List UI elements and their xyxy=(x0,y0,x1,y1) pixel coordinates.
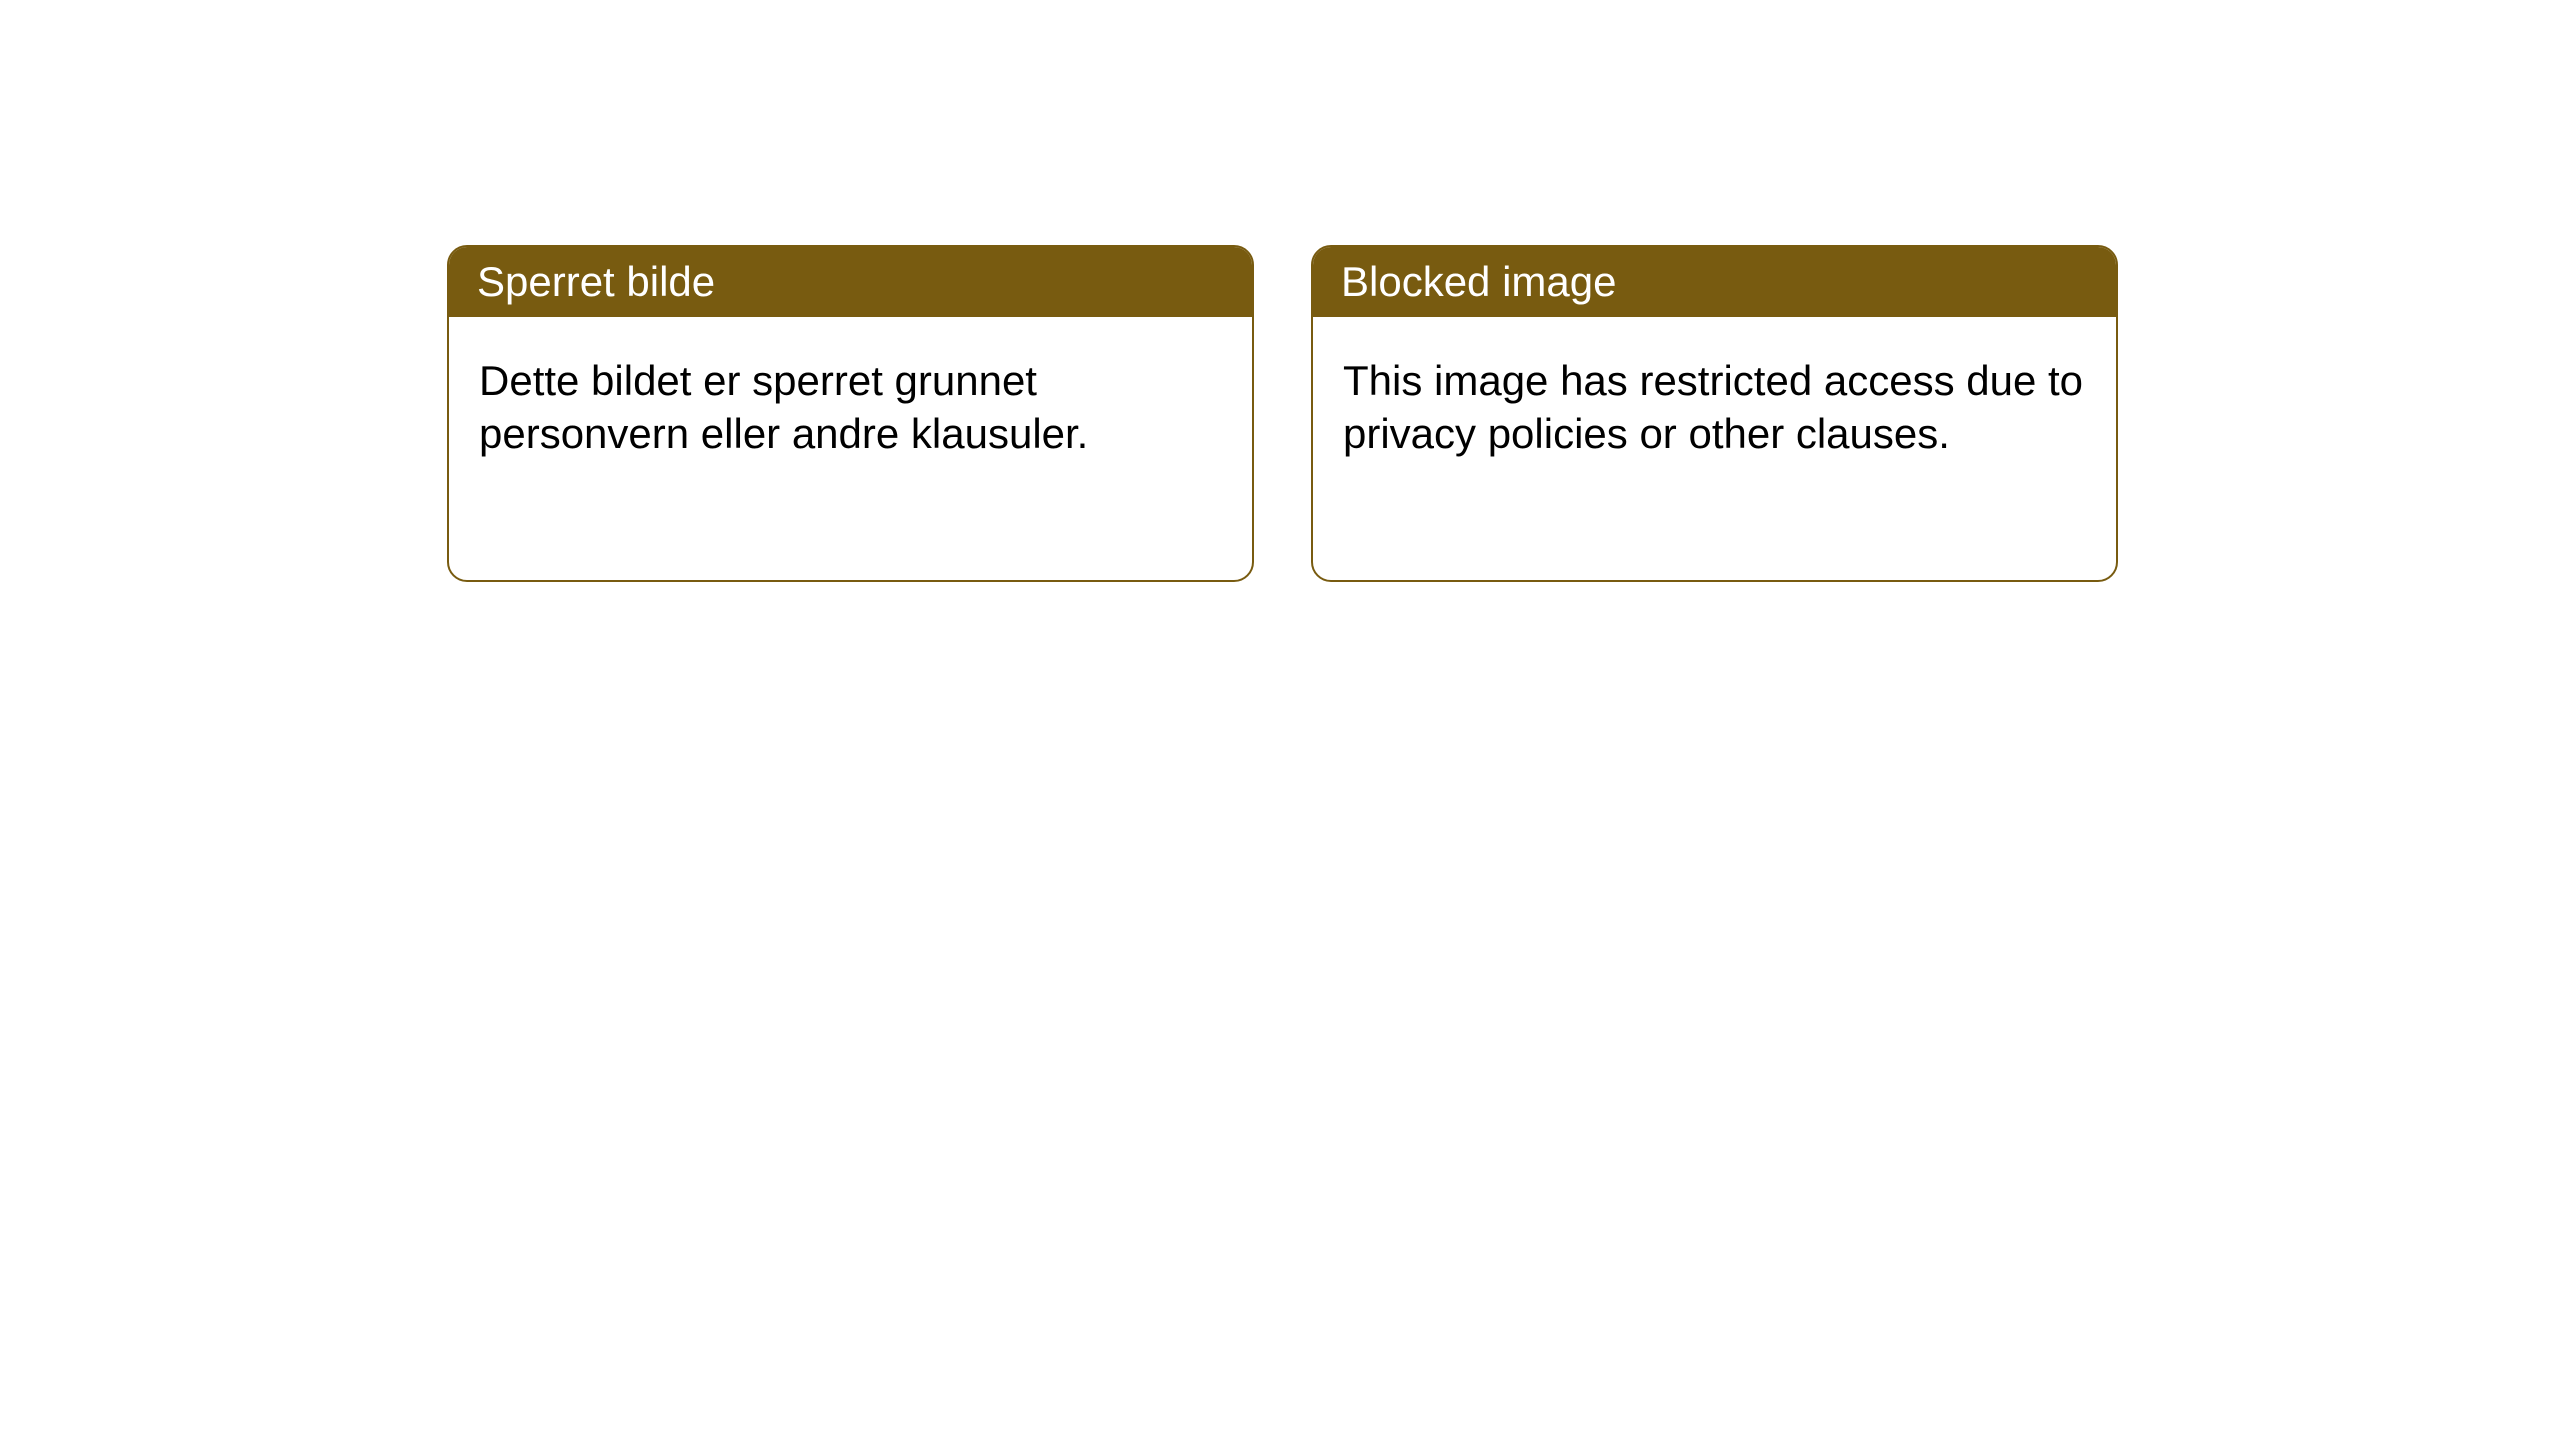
card-header-no: Sperret bilde xyxy=(449,247,1252,317)
card-header-en: Blocked image xyxy=(1313,247,2116,317)
card-body-no: Dette bildet er sperret grunnet personve… xyxy=(449,317,1252,498)
cards-container: Sperret bilde Dette bildet er sperret gr… xyxy=(447,245,2118,582)
blocked-image-card-no: Sperret bilde Dette bildet er sperret gr… xyxy=(447,245,1254,582)
card-body-en: This image has restricted access due to … xyxy=(1313,317,2116,498)
blocked-image-card-en: Blocked image This image has restricted … xyxy=(1311,245,2118,582)
